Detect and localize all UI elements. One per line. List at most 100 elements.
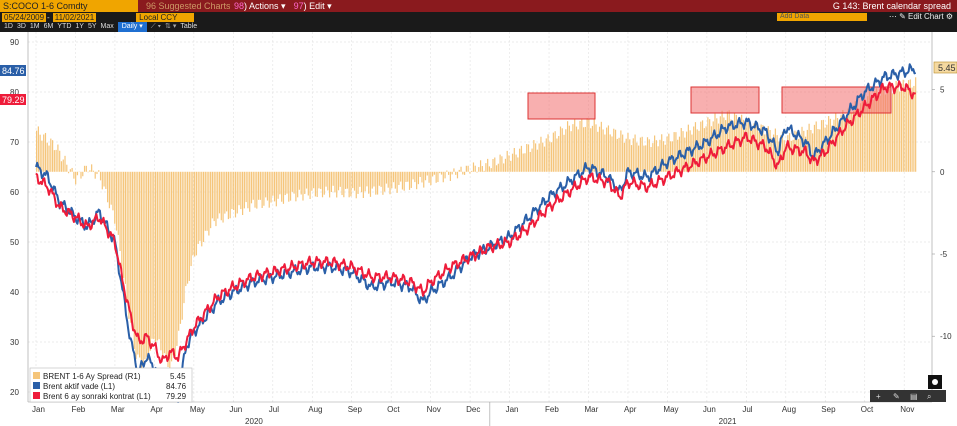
chart-type-icon[interactable]: ⟋ ▾ — [150, 23, 162, 30]
spread-bar — [245, 171, 247, 203]
spread-bar — [176, 171, 178, 346]
spread-bar — [151, 171, 153, 339]
chart-tools-bar — [870, 390, 946, 402]
spread-bar — [503, 163, 505, 172]
spread-bar — [712, 121, 714, 172]
spread-bar — [836, 118, 839, 172]
spread-bar — [433, 171, 435, 175]
date-range-bar: 05/24/2009 - 11/02/2021 Local CCY Add Da… — [0, 12, 957, 22]
spread-bar — [391, 171, 393, 189]
indicator-icon[interactable]: ⇅ ▾ — [165, 23, 177, 30]
spread-bar — [231, 171, 233, 210]
spread-bar — [517, 157, 519, 172]
spread-bar — [183, 171, 185, 304]
spread-bar — [327, 171, 329, 191]
draw-icon[interactable]: ✎ — [893, 392, 900, 401]
spread-bar — [520, 145, 523, 172]
table-button[interactable]: Table — [180, 23, 198, 30]
add-data-input[interactable]: Add Data — [777, 13, 867, 21]
x-tick-label: Jul — [269, 405, 279, 414]
spread-bar — [856, 102, 858, 172]
suggested-charts-button[interactable]: 96 Suggested Charts — [146, 1, 230, 11]
spread-bar — [213, 171, 215, 222]
legend-box — [29, 367, 193, 403]
spread-bar — [103, 171, 105, 187]
x-tick-label: Sep — [821, 405, 836, 414]
spread-bar — [765, 133, 768, 172]
period-3d[interactable]: 3D — [16, 23, 26, 30]
spread-bar — [590, 128, 592, 172]
spread-bar — [401, 171, 404, 190]
period-max[interactable]: Max — [100, 23, 114, 30]
start-date-field[interactable]: 05/24/2009 — [2, 12, 47, 22]
spread-bar — [668, 133, 670, 172]
spread-bar — [181, 171, 183, 320]
spread-bar — [533, 140, 535, 172]
spread-bar — [435, 171, 437, 183]
ticker-field[interactable]: S:COCO 1-6 Comdty — [0, 0, 138, 12]
spread-bar — [215, 171, 217, 227]
spread-bar — [865, 103, 867, 172]
legend-label-blue: Brent aktif vade (L1) — [43, 382, 115, 391]
spread-bar — [364, 171, 366, 192]
search-icon[interactable]: ⌕ — [927, 392, 931, 401]
spread-bar — [139, 171, 141, 358]
spread-bar — [293, 171, 295, 194]
spread-bar — [277, 171, 279, 199]
spread-bar — [648, 139, 650, 172]
edit-chart-button[interactable]: ⋯ ✎ Edit Chart ⚙ — [889, 12, 953, 22]
spread-bar — [643, 145, 645, 172]
spread-bar — [508, 155, 510, 172]
spread-bar — [165, 171, 167, 355]
period-1y[interactable]: 1Y — [75, 23, 84, 30]
legend: BRENT 1-6 Ay Spread (R1) 5.45 Brent akti… — [29, 367, 193, 403]
end-date-field[interactable]: 11/02/2021 — [52, 12, 97, 22]
left-tick-label: 30 — [10, 338, 19, 347]
spread-bar — [911, 87, 913, 172]
spread-bar — [51, 140, 54, 172]
spread-bar — [897, 87, 899, 172]
spread-bar — [781, 131, 784, 172]
actions-menu[interactable]: 98) Actions ▾ — [234, 1, 286, 11]
spread-bar — [566, 121, 569, 172]
spread-bar — [725, 120, 727, 172]
spread-bar — [186, 171, 189, 284]
table-view-icon[interactable]: ▤ — [910, 392, 918, 401]
period-1m[interactable]: 1M — [29, 23, 40, 30]
period-6m[interactable]: 6M — [43, 23, 54, 30]
spread-bar — [552, 132, 554, 172]
highlight-boxes — [527, 86, 892, 120]
spread-bar — [197, 171, 199, 244]
spread-bar — [611, 136, 613, 172]
spread-bar — [662, 141, 665, 172]
x-tick-label: May — [663, 405, 678, 414]
frequency-select[interactable]: Daily ▾ — [117, 22, 147, 32]
spread-bar — [85, 165, 87, 172]
spread-bar — [863, 98, 865, 172]
spread-bar — [751, 130, 753, 172]
spread-bar — [59, 150, 61, 172]
spread-bar — [378, 171, 380, 186]
spread-bar — [597, 131, 599, 172]
spread-bar — [549, 141, 551, 172]
edit-menu[interactable]: 97) Edit ▾ — [293, 1, 332, 11]
spread-bar — [744, 127, 746, 172]
zoom-controls: + ✎ ▤ ⌕ — [870, 375, 946, 402]
x-year-label: 2021 — [719, 417, 737, 426]
zoom-in-icon[interactable]: + — [876, 392, 881, 401]
spread-bar — [48, 145, 50, 172]
spread-bar — [403, 171, 405, 191]
spread-bar — [71, 167, 73, 172]
currency-select[interactable]: Local CCY — [136, 12, 195, 22]
spread-bar — [758, 132, 760, 172]
period-ytd[interactable]: YTD — [57, 23, 72, 30]
spread-bar — [270, 171, 272, 203]
period-1d[interactable]: 1D — [4, 23, 13, 30]
spread-bar — [563, 134, 565, 172]
spread-bar — [529, 151, 531, 172]
spread-bar — [385, 171, 388, 184]
settings-icon[interactable]: ⚙ — [945, 12, 953, 21]
spread-bar — [646, 137, 649, 172]
period-5y[interactable]: 5Y — [87, 23, 97, 30]
